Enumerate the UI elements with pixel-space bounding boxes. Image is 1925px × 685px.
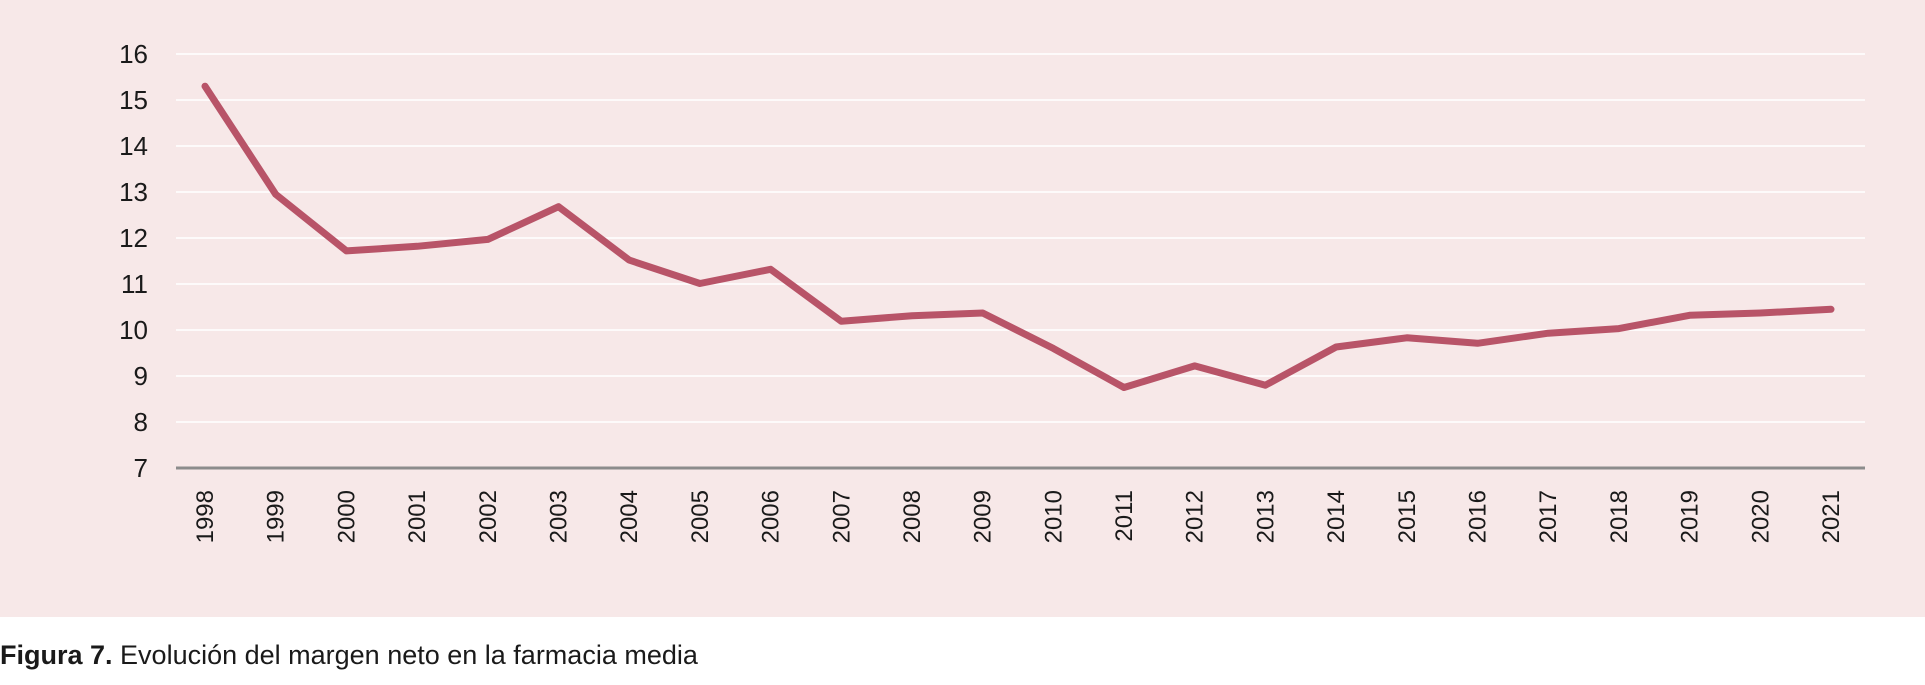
y-tick-label: 9 <box>134 361 148 391</box>
y-tick-label: 10 <box>119 315 148 345</box>
x-tick-label: 2021 <box>1818 490 1845 543</box>
x-tick-label: 2013 <box>1252 490 1279 543</box>
y-tick-label: 12 <box>119 223 148 253</box>
data-point <box>838 318 845 325</box>
y-tick-label: 11 <box>121 269 148 299</box>
data-point <box>908 312 915 319</box>
data-point <box>1615 325 1622 332</box>
data-point <box>484 236 491 243</box>
data-point <box>1333 344 1340 351</box>
data-point <box>1686 312 1693 319</box>
data-point <box>1191 362 1198 369</box>
data-point <box>272 191 279 198</box>
x-axis-ticks: 1998 1999 2000 2001 2002 2003 2004 2005 2006 2007… <box>192 490 1845 543</box>
x-tick-label: 1998 <box>192 490 219 543</box>
caption-label: Figura 7. <box>0 640 113 670</box>
x-tick-label: 2000 <box>333 490 360 543</box>
y-tick-label: 14 <box>119 131 148 161</box>
y-tick-label: 13 <box>119 177 148 207</box>
x-tick-label: 2005 <box>687 490 714 543</box>
x-tick-label: 2001 <box>404 490 431 543</box>
data-point <box>626 257 633 264</box>
x-tick-label: 2018 <box>1606 490 1633 543</box>
x-tick-label: 2020 <box>1747 490 1774 543</box>
data-point <box>1757 309 1764 316</box>
data-point <box>696 280 703 287</box>
data-point <box>1545 330 1552 337</box>
line-chart: 7 8 9 10 11 12 13 14 15 16 1998 1999 2000 2001 2002 20… <box>119 39 1865 543</box>
x-tick-label: 2003 <box>545 490 572 543</box>
x-tick-label: 2010 <box>1040 490 1067 543</box>
data-point <box>1403 334 1410 341</box>
x-tick-label: 2016 <box>1465 490 1492 543</box>
data-point <box>414 243 421 250</box>
data-point <box>1121 384 1128 391</box>
x-tick-label: 2004 <box>616 490 643 543</box>
y-tick-label: 16 <box>119 39 148 69</box>
data-point <box>1050 345 1057 352</box>
data-point <box>555 203 562 210</box>
x-tick-label: 2002 <box>475 490 502 543</box>
y-tick-label: 7 <box>134 453 148 483</box>
x-tick-label: 2007 <box>828 490 855 543</box>
gridlines <box>176 53 1865 423</box>
data-points <box>202 83 1834 391</box>
data-point <box>767 266 774 273</box>
x-tick-label: 2012 <box>1182 490 1209 543</box>
data-point <box>343 247 350 254</box>
x-tick-label: 2008 <box>899 490 926 543</box>
x-tick-label: 2017 <box>1535 490 1562 543</box>
x-tick-label: 2019 <box>1677 490 1704 543</box>
data-point <box>979 309 986 316</box>
x-tick-label: 1999 <box>263 490 290 543</box>
data-point <box>1474 340 1481 347</box>
data-point <box>1828 306 1834 313</box>
y-tick-label: 8 <box>134 407 148 437</box>
y-axis-ticks: 7 8 9 10 11 12 13 14 15 16 <box>119 39 148 483</box>
x-tick-label: 2011 <box>1111 490 1138 542</box>
chart-panel: 7 8 9 10 11 12 13 14 15 16 1998 1999 2000 2001 2002 20… <box>0 0 1925 617</box>
caption-text: Evolución del margen neto en la farmacia… <box>120 640 698 670</box>
data-point <box>1262 382 1269 389</box>
y-tick-label: 15 <box>119 85 148 115</box>
series-line <box>201 82 1835 391</box>
x-tick-label: 2006 <box>758 490 785 543</box>
figure-caption: Figura 7. Evolución del margen neto en l… <box>0 640 698 671</box>
x-tick-label: 2014 <box>1323 490 1350 543</box>
x-tick-label: 2015 <box>1394 490 1421 543</box>
data-point <box>202 83 208 90</box>
x-tick-label: 2009 <box>970 490 997 543</box>
